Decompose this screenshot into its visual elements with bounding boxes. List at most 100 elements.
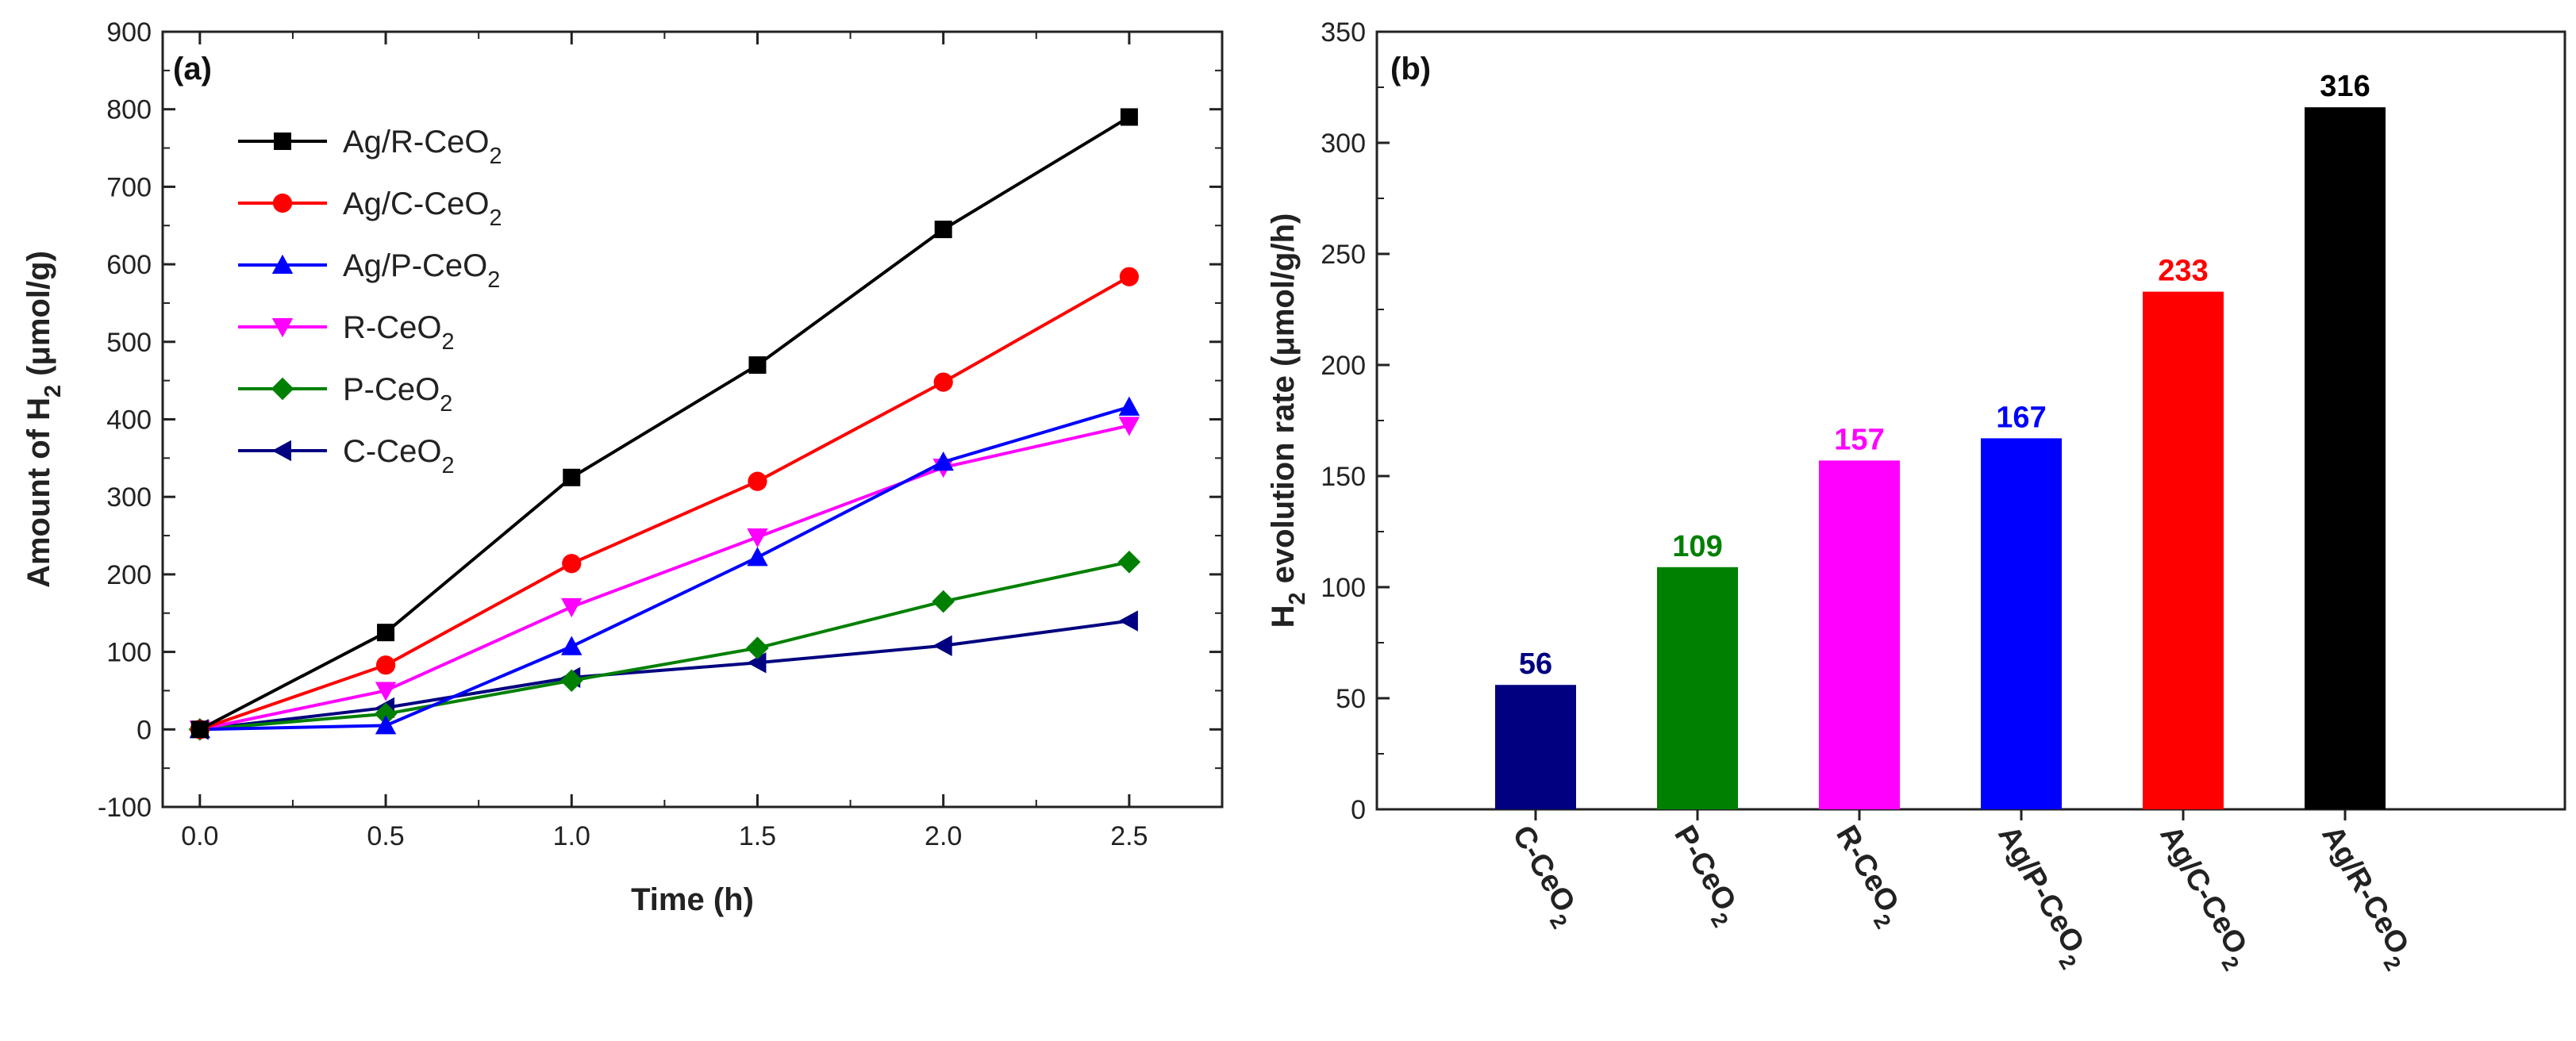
data-point-4-1 [374, 702, 398, 726]
plot-frame [161, 30, 1224, 809]
legend-label-1: Ag/C-CeO2 [343, 186, 502, 231]
legend-label-0: Ag/R-CeO2 [343, 125, 502, 169]
y-tick-label: 900 [106, 17, 152, 48]
data-point-1-3 [748, 471, 767, 491]
bar-value-label-3: 167 [1996, 401, 2046, 434]
series-line-1 [199, 275, 1130, 732]
data-point-4-4 [932, 590, 955, 613]
bar-value-label-0: 56 [1519, 647, 1552, 681]
data-point-1-1 [375, 655, 396, 675]
bar-3 [1981, 438, 2062, 809]
x-axis-label: Time (h) [631, 882, 754, 917]
x-tick-label: 0.5 [367, 821, 404, 851]
legend-marker-5 [271, 440, 291, 462]
bar-0 [1495, 685, 1576, 809]
series-line-3 [199, 424, 1130, 732]
category-label-5: Ag/R-CeO2 [2308, 820, 2421, 975]
data-point-0-3 [748, 356, 767, 375]
x-tick-label: 1.0 [553, 821, 590, 851]
category-label-group-2: R-CeO2 [1822, 820, 1912, 933]
y-tick-label: 50 [1336, 684, 1366, 714]
category-label-0: C-CeO2 [1498, 820, 1588, 933]
legend-marker-4 [271, 377, 294, 401]
data-point-1-2 [562, 554, 582, 574]
y-axis-label: H2 evolution rate (μmol/g/h) [1266, 213, 1310, 628]
y-tick-label: 500 [106, 328, 152, 358]
data-point-4-2 [559, 669, 583, 693]
data-point-0-2 [563, 468, 581, 486]
y-tick-label: 600 [106, 250, 152, 280]
data-point-1-4 [933, 372, 953, 392]
x-tick-label: 2.0 [925, 821, 962, 851]
series-line-2 [199, 405, 1130, 732]
bar-2 [1819, 460, 1900, 809]
data-point-2-5 [1118, 396, 1140, 416]
data-point-4-3 [746, 636, 769, 660]
legend-label-3: R-CeO2 [343, 310, 454, 355]
data-point-4-5 [1117, 550, 1141, 574]
panel-label: (b) [1390, 52, 1431, 86]
data-point-0-4 [934, 221, 952, 239]
y-axis-label: Amount of H2 (μmol/g) [21, 251, 66, 588]
y-tick-label: 300 [1321, 129, 1366, 159]
series-line-4 [199, 560, 1130, 732]
data-point-5-5 [1118, 610, 1138, 632]
category-label-3: Ag/P-CeO2 [1984, 820, 2097, 974]
y-tick-label: 350 [1321, 17, 1366, 48]
legend-label-5: C-CeO2 [343, 434, 454, 478]
legend-label-4: P-CeO2 [343, 372, 452, 417]
data-point-3-2 [561, 597, 582, 618]
y-tick-label: 100 [106, 638, 152, 668]
category-label-group-5: Ag/R-CeO2 [2308, 820, 2421, 975]
legend-marker-3 [271, 318, 294, 338]
x-tick-label: 1.5 [739, 821, 776, 851]
data-point-3-5 [1118, 417, 1140, 436]
legend-marker-1 [272, 193, 293, 213]
bar-1 [1657, 567, 1738, 809]
y-tick-label: 200 [106, 560, 152, 590]
y-tick-label: 800 [106, 95, 152, 125]
bar-chart-panel: 0 50 100 150 200 250 300 350 H2 evolution rate (… [1266, 17, 2566, 975]
legend-marker-0 [274, 133, 291, 150]
category-label-4: Ag/C-CeO2 [2146, 820, 2259, 975]
line-chart-panel: -100 0 100 200 300 400 500 600 700 800 900 0.0 0.5 1.… [21, 17, 1224, 917]
category-label-group-3: Ag/P-CeO2 [1984, 820, 2097, 974]
data-point-3-1 [375, 682, 397, 701]
panel-label: (a) [173, 52, 212, 86]
category-label-group-4: Ag/C-CeO2 [2146, 820, 2259, 975]
data-point-0-1 [377, 624, 395, 642]
category-label-2: R-CeO2 [1822, 820, 1912, 933]
y-tick-label: 100 [1321, 573, 1366, 603]
y-tick-label: -100 [98, 793, 152, 823]
x-tick-label: 0.0 [181, 821, 218, 851]
bar-value-label-2: 157 [1834, 423, 1884, 456]
y-tick-label: 400 [106, 405, 152, 436]
data-point-1-5 [1119, 267, 1139, 286]
bar-value-label-4: 233 [2158, 255, 2208, 288]
data-point-0-0 [190, 720, 209, 739]
bar-4 [2143, 291, 2224, 810]
data-point-2-3 [747, 547, 768, 567]
legend-marker-2 [271, 254, 294, 274]
y-axis-label-group: H2 evolution rate (μmol/g/h) [1266, 213, 1310, 628]
data-point-5-4 [932, 635, 952, 656]
y-tick-label: 250 [1321, 240, 1366, 270]
bar-value-label-5: 316 [2320, 70, 2370, 103]
y-tick-label: 0 [136, 715, 152, 745]
y-tick-label: 0 [1351, 795, 1366, 825]
data-point-2-1 [375, 715, 397, 735]
y-tick-label: 300 [106, 482, 152, 513]
data-point-3-3 [747, 528, 768, 548]
data-point-0-5 [1120, 108, 1138, 126]
bar-5 [2305, 107, 2386, 809]
legend-label-2: Ag/P-CeO2 [343, 248, 500, 293]
category-label-group-0: C-CeO2 [1498, 820, 1588, 933]
data-point-2-4 [932, 451, 954, 471]
y-tick-label: 700 [106, 172, 152, 202]
y-tick-label: 200 [1321, 351, 1366, 381]
series-line-0 [198, 115, 1130, 732]
series-line-5 [199, 619, 1130, 732]
bar-value-label-1: 109 [1672, 530, 1722, 563]
y-tick-label: 150 [1321, 462, 1366, 492]
